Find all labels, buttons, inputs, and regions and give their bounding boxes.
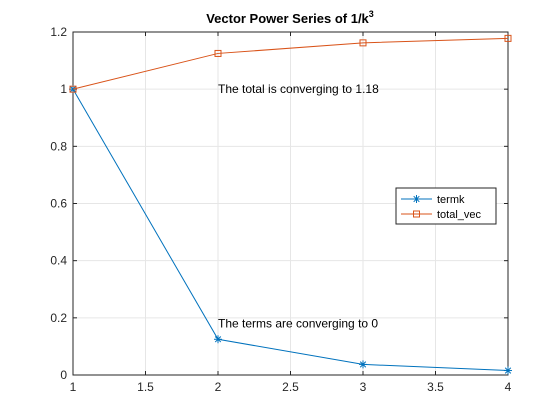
annotation-text: The terms are converging to 0 (218, 317, 378, 331)
asterisk-marker (504, 366, 512, 375)
y-tick-label: 1.2 (50, 25, 67, 39)
y-tick-label: 0.6 (50, 197, 67, 211)
x-tick-label: 3.5 (427, 380, 444, 394)
asterisk-stroke (69, 86, 77, 93)
x-tick-label: 4 (505, 380, 512, 394)
chart-title-superscript: 3 (369, 9, 374, 19)
y-tick-label: 0.8 (50, 139, 67, 153)
x-tick-label: 3 (360, 380, 367, 394)
asterisk-stroke (413, 195, 420, 203)
asterisk-marker (214, 335, 222, 344)
asterisk-marker (412, 195, 421, 203)
chart-title: Vector Power Series of 1/k3 (206, 9, 374, 26)
series-layer (69, 34, 512, 375)
legend-label: total_vec (437, 209, 482, 221)
annotations: The total is converging to 1.18 The terms… (218, 82, 379, 330)
square-marker (413, 210, 420, 218)
y-tick-label: 0 (60, 368, 67, 382)
square-marker (359, 39, 367, 47)
asterisk-marker (359, 360, 367, 369)
axes: 1 1.5 2 2.5 3 3.5 4 0 0.2 0.4 0.6 0.8 1 1.2 (50, 25, 511, 394)
chart-title-text: Vector Power Series of 1/k (206, 11, 369, 26)
legend: termk total_vec (395, 187, 497, 225)
y-tick-label: 1 (60, 82, 67, 96)
square-marker (504, 34, 512, 42)
asterisk-stroke (504, 367, 512, 374)
annotation-text: The total is converging to 1.18 (218, 82, 379, 96)
legend-label: termk (437, 194, 465, 206)
asterisk-stroke (359, 361, 367, 368)
x-tick-label: 1.5 (137, 380, 154, 394)
legend-box (395, 187, 497, 225)
x-tick-label: 1 (70, 380, 77, 394)
square-marker (69, 85, 77, 93)
y-tick-label: 0.2 (50, 311, 67, 325)
asterisk-stroke (214, 336, 222, 343)
series-line-termk (72, 88, 509, 372)
square-marker (214, 49, 222, 57)
series-line-total_vec (72, 37, 509, 90)
x-tick-label: 2 (215, 380, 222, 394)
y-tick-label: 0.4 (50, 254, 67, 268)
x-tick-label: 2.5 (282, 380, 299, 394)
